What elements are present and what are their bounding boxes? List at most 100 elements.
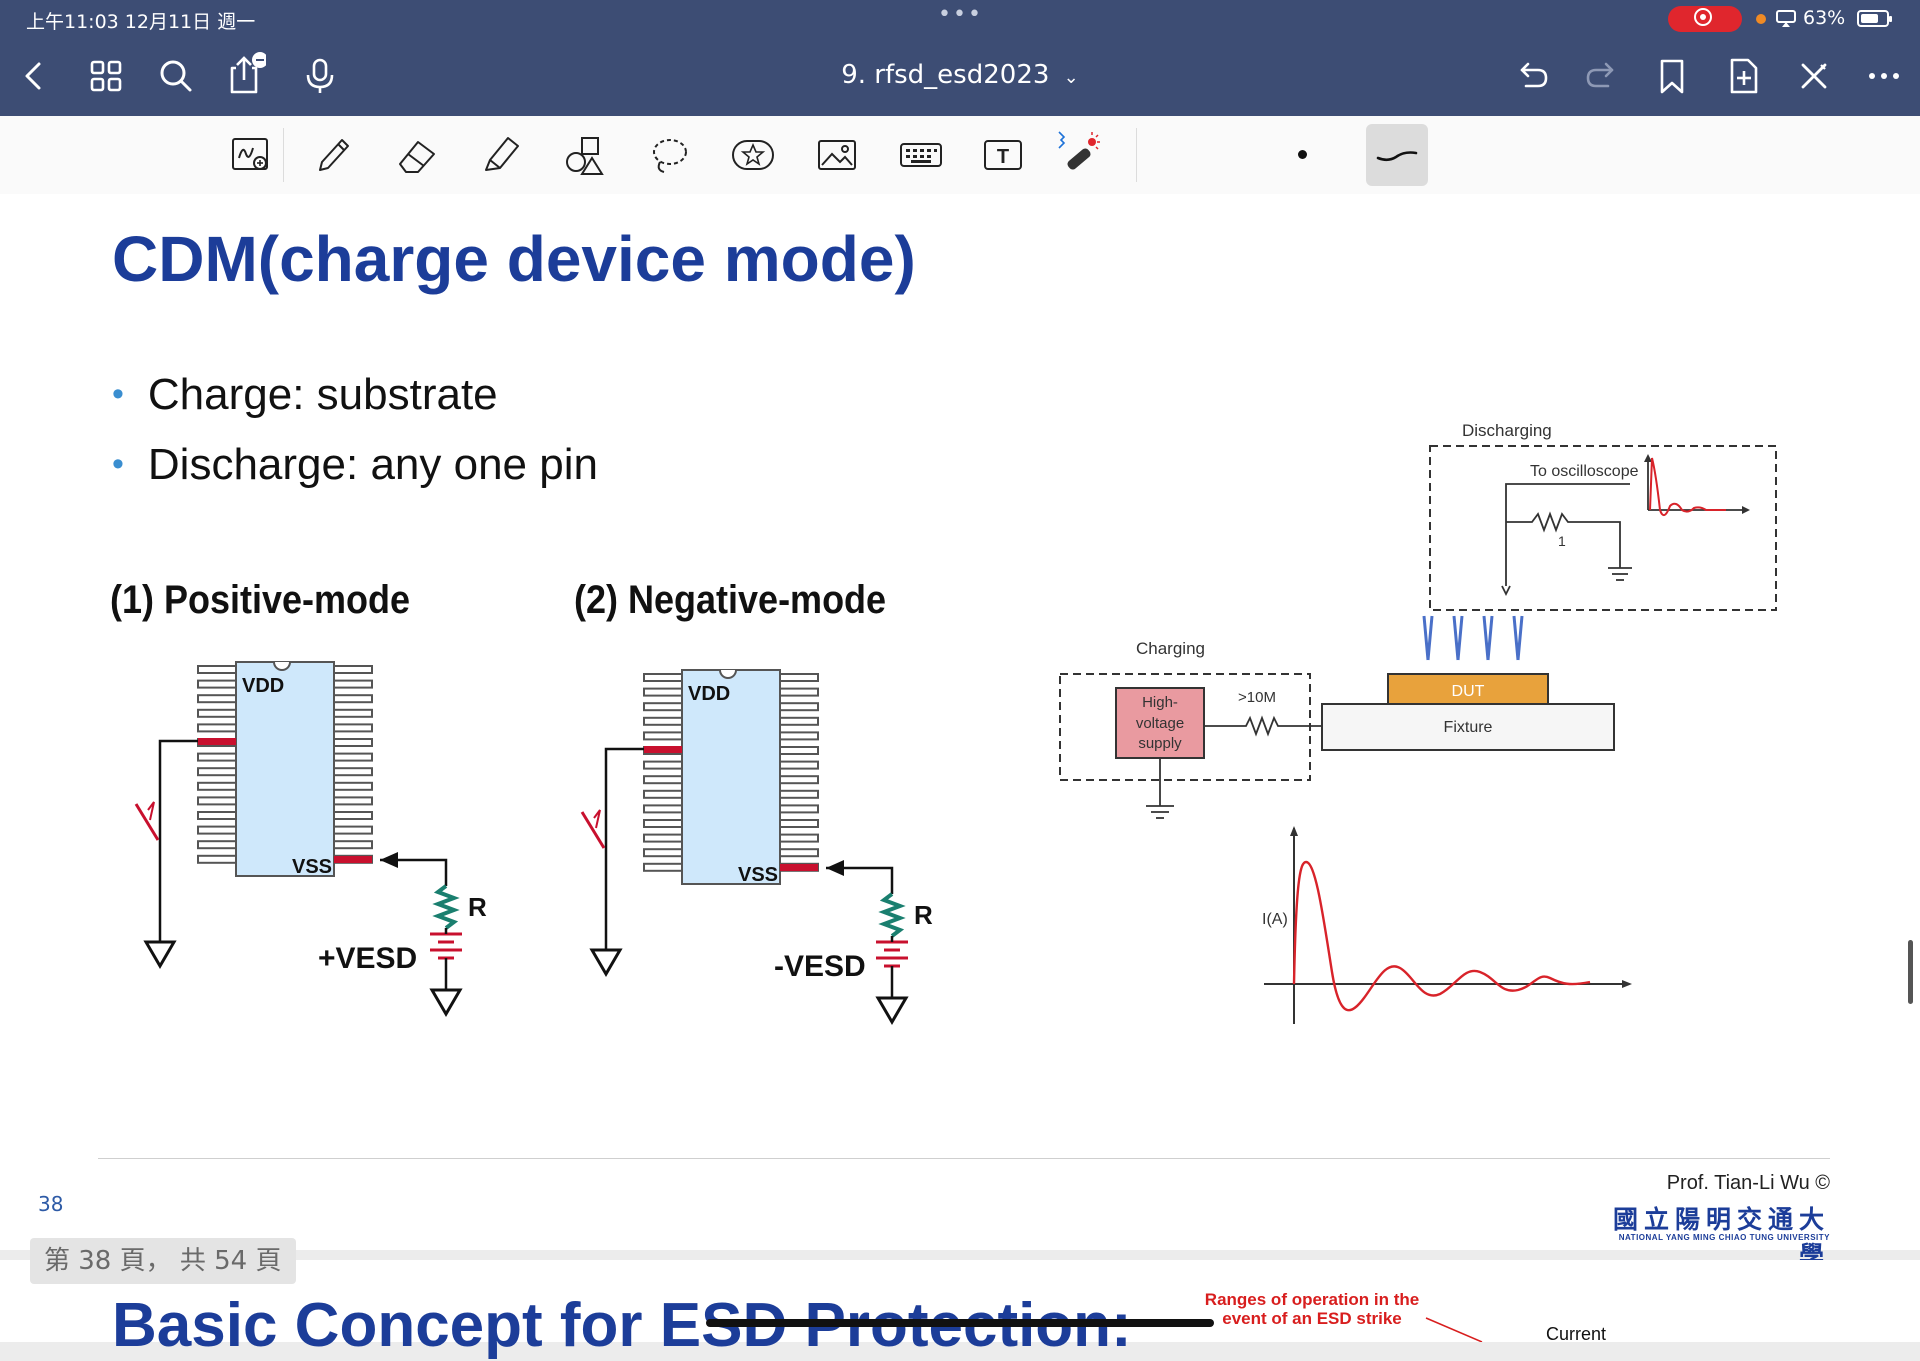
chip-notch — [273, 661, 291, 671]
share-icon[interactable] — [226, 50, 266, 96]
resistor-value-label: 1 — [1558, 533, 1566, 549]
ic-pin — [333, 694, 373, 704]
ic-pin — [197, 708, 237, 718]
eraser-icon[interactable] — [394, 132, 440, 178]
battery — [430, 932, 462, 960]
ground-icon — [875, 996, 909, 1025]
ic-pin — [197, 840, 237, 850]
ic-pin — [779, 731, 819, 741]
chip-notch — [719, 669, 737, 679]
image-icon[interactable] — [814, 132, 860, 178]
ic-pin — [333, 752, 373, 762]
ic-pin — [779, 746, 819, 755]
next-slide-note: Ranges of operation in the event of an E… — [1204, 1290, 1420, 1328]
vdd-label: VDD — [688, 683, 730, 705]
resistor-label: R — [914, 900, 933, 930]
airplay-icon — [1776, 10, 1796, 27]
ic-pin — [197, 767, 237, 777]
lasso-icon[interactable] — [646, 132, 692, 178]
ic-pin — [197, 854, 237, 864]
stroke-curve-icon — [1376, 151, 1418, 162]
bullet-text: Discharge: any one pin — [147, 440, 598, 489]
microphone-icon[interactable] — [300, 56, 340, 96]
ic-pin — [643, 702, 683, 712]
fixture-block — [1321, 703, 1615, 751]
ground-icon — [1608, 567, 1632, 581]
undo-icon[interactable] — [1512, 56, 1552, 96]
ground-icon — [143, 940, 177, 969]
keyboard-icon[interactable] — [898, 132, 944, 178]
screen-record-indicator[interactable] — [1668, 6, 1742, 32]
next-slide-current-label: Current — [1546, 1324, 1607, 1344]
ic-pin — [779, 687, 819, 697]
battery-percent: 63% — [1803, 7, 1846, 29]
document-title-button[interactable]: 9. rfsd_esd2023 ⌄ — [760, 60, 1160, 90]
ic-pin — [643, 731, 683, 741]
battery-icon — [1857, 10, 1892, 27]
note-pointer-line — [1425, 1317, 1483, 1342]
document-title: 9. rfsd_esd2023 — [841, 60, 1050, 90]
laser-pointer-icon[interactable] — [1056, 128, 1102, 180]
ic-pin — [643, 862, 683, 872]
ic-pin — [197, 752, 237, 762]
toolbar-divider — [283, 128, 284, 182]
ic-pin — [643, 673, 683, 682]
stroke-style-button[interactable] — [1366, 124, 1428, 186]
ic-pin — [197, 825, 237, 835]
add-page-icon[interactable] — [1724, 56, 1764, 96]
ic-pin — [197, 796, 237, 806]
ic-pin — [779, 775, 819, 785]
svg-text:T: T — [997, 146, 1009, 168]
ic-pin — [333, 738, 373, 747]
ic-pin — [643, 819, 683, 828]
author-credit: Prof. Tian-Li Wu © — [1666, 1172, 1830, 1194]
bullet-discharge: • Discharge: any one pin — [112, 440, 598, 489]
page-indicator: 第 38 頁， 共 54 頁 — [30, 1238, 296, 1284]
back-chevron-icon[interactable] — [14, 56, 54, 96]
ground-icon — [429, 988, 463, 1017]
probe-pins — [1422, 615, 1524, 661]
pen-size-dot[interactable] — [1298, 150, 1307, 159]
resistor — [1506, 511, 1621, 568]
grid-icon[interactable] — [86, 56, 126, 96]
ic-pin — [333, 796, 373, 806]
charging-box — [1059, 673, 1311, 781]
ic-pin — [333, 708, 373, 718]
redo-icon[interactable] — [1582, 56, 1622, 96]
resistor-label: R — [468, 892, 487, 922]
ic-pin — [643, 789, 683, 799]
current-waveform — [1292, 860, 1591, 1012]
highlighter-icon[interactable] — [478, 132, 524, 178]
close-x-icon[interactable] — [1794, 56, 1834, 96]
annotation-toolbar — [0, 116, 1920, 195]
ic-pin — [643, 775, 683, 785]
shapes-icon[interactable] — [562, 132, 608, 178]
handwriting-zoom-icon[interactable] — [228, 132, 274, 178]
ic-pin — [643, 833, 683, 843]
search-icon[interactable] — [156, 56, 196, 96]
ic-pin — [779, 760, 819, 770]
bookmark-icon[interactable] — [1652, 56, 1692, 96]
scrollbar[interactable] — [1908, 940, 1913, 1004]
ic-chip — [681, 669, 781, 885]
ic-pin — [197, 694, 237, 704]
multitask-dots[interactable]: ••• — [938, 2, 983, 27]
ic-pin — [333, 811, 373, 820]
current-waveform-plot: I(A) — [1262, 826, 1632, 1024]
switch — [134, 803, 160, 841]
ic-pin — [643, 687, 683, 697]
sticker-icon[interactable] — [730, 132, 776, 178]
negative-mode-circuit: VDD VSS R -VESD — [580, 669, 933, 1025]
more-icon[interactable] — [1864, 56, 1904, 96]
home-indicator[interactable] — [706, 1319, 1214, 1327]
ic-pin — [197, 665, 237, 674]
resistor-10m-label: >10M — [1238, 689, 1276, 706]
text-box-icon[interactable]: T — [980, 132, 1026, 178]
pen-icon[interactable] — [310, 132, 356, 178]
vss-pin — [780, 864, 818, 871]
ic-pin — [333, 840, 373, 850]
negative-mode-label: (2) Negative-mode — [574, 578, 887, 622]
cdm-test-setup-diagram: Discharging To oscilloscope 1 DUT Fixtur… — [1059, 421, 1777, 819]
chevron-down-icon: ⌄ — [1063, 67, 1079, 88]
hv-label-3: supply — [1138, 735, 1182, 752]
